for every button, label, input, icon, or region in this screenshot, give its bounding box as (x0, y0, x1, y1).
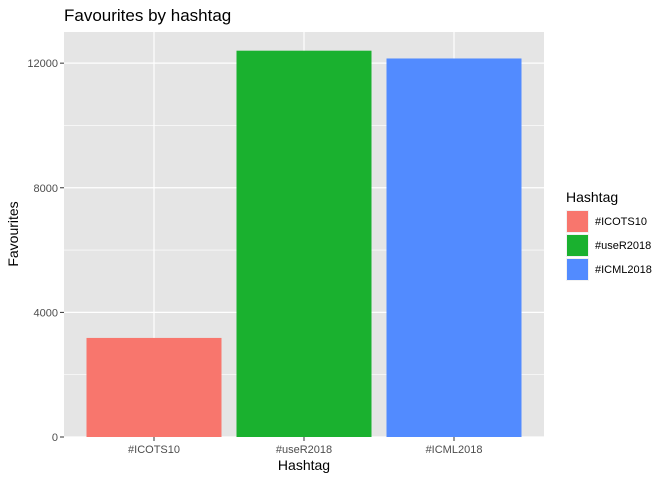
legend-swatch (567, 211, 588, 232)
legend-label: #ICML2018 (595, 264, 652, 276)
x-tick-label: #ICOTS10 (128, 444, 180, 456)
x-axis: #ICOTS10 #useR2018 #ICML2018 (128, 437, 482, 456)
bar-1 (236, 50, 372, 437)
x-axis-title: Hashtag (278, 457, 330, 473)
y-axis-title: Favourites (5, 201, 21, 266)
y-tick-label: 4000 (34, 307, 58, 319)
y-tick-label: 0 (52, 432, 58, 444)
x-tick-label: #useR2018 (276, 444, 332, 456)
x-tick-label: #ICML2018 (426, 444, 483, 456)
legend-label: #ICOTS10 (595, 216, 647, 228)
y-tick-label: 8000 (34, 183, 58, 195)
legend-swatch (567, 259, 588, 280)
bar-0 (86, 337, 222, 437)
bars (86, 50, 522, 437)
legend-title: Hashtag (566, 189, 618, 205)
chart-title: Favourites by hashtag (64, 6, 231, 25)
legend-swatch (567, 235, 588, 256)
legend-label: #useR2018 (595, 240, 651, 252)
legend: Hashtag #ICOTS10 #useR2018 #ICML2018 (566, 189, 652, 281)
y-axis: 0 4000 8000 12000 (27, 58, 64, 444)
bar-2 (386, 58, 522, 437)
y-tick-label: 12000 (27, 58, 58, 70)
